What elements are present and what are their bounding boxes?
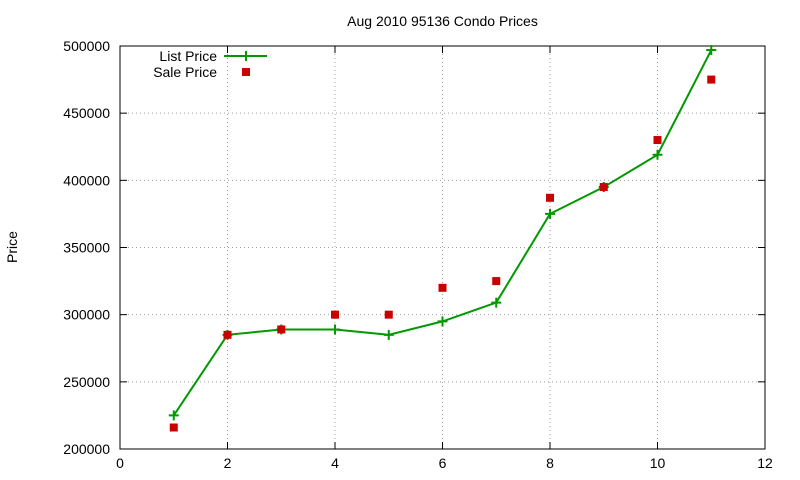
y-tick-label: 500000: [63, 38, 110, 54]
data-point: [437, 316, 448, 327]
y-axis-label: Price: [4, 231, 20, 263]
legend-item: List Price: [159, 48, 267, 64]
data-point: [277, 325, 286, 334]
x-axis: 0 2 4 6 8 10 12: [116, 46, 773, 471]
series-line: [172, 49, 713, 416]
data-point: [545, 208, 555, 219]
data-point: [438, 283, 447, 292]
y-tick-label: 350000: [63, 240, 110, 256]
y-tick-label: 300000: [63, 307, 110, 323]
x-tick-label: 8: [546, 455, 554, 471]
data-point: [652, 149, 663, 160]
x-tick-label: 2: [224, 455, 232, 471]
data-point: [491, 297, 502, 308]
legend-swatch-marker: [242, 68, 250, 76]
series: [168, 45, 717, 432]
x-tick-label: 10: [650, 455, 666, 471]
data-point: [492, 277, 501, 286]
chart-title: Aug 2010 95136 Condo Prices: [347, 13, 538, 29]
series-list-price: [168, 45, 717, 421]
series-sale-price: [169, 75, 716, 432]
y-axis: 200000 250000 300000 350000 400000 450000 5000…: [63, 38, 765, 457]
data-point: [653, 136, 662, 145]
x-tick-label: 4: [331, 455, 339, 471]
y-tick-label: 200000: [63, 441, 110, 457]
data-point: [706, 45, 717, 56]
x-tick-label: 6: [439, 455, 447, 471]
legend-label: Sale Price: [153, 64, 217, 80]
data-point: [330, 324, 340, 335]
y-tick-label: 450000: [63, 105, 110, 121]
y-tick-label: 250000: [63, 374, 110, 390]
x-tick-label: 0: [116, 455, 124, 471]
data-point: [707, 75, 716, 84]
legend-label: List Price: [159, 48, 217, 64]
data-point: [331, 310, 339, 319]
legend-item: Sale Price: [153, 64, 250, 80]
data-point: [223, 330, 232, 339]
data-point: [168, 410, 179, 421]
data-point: [169, 423, 178, 432]
grid: [120, 46, 765, 449]
data-point: [384, 310, 393, 319]
data-point: [599, 183, 608, 192]
legend-swatch-marker: [241, 51, 251, 61]
x-tick-label: 12: [757, 455, 773, 471]
data-point: [546, 193, 554, 202]
y-tick-label: 400000: [63, 172, 110, 188]
data-point: [383, 329, 394, 340]
